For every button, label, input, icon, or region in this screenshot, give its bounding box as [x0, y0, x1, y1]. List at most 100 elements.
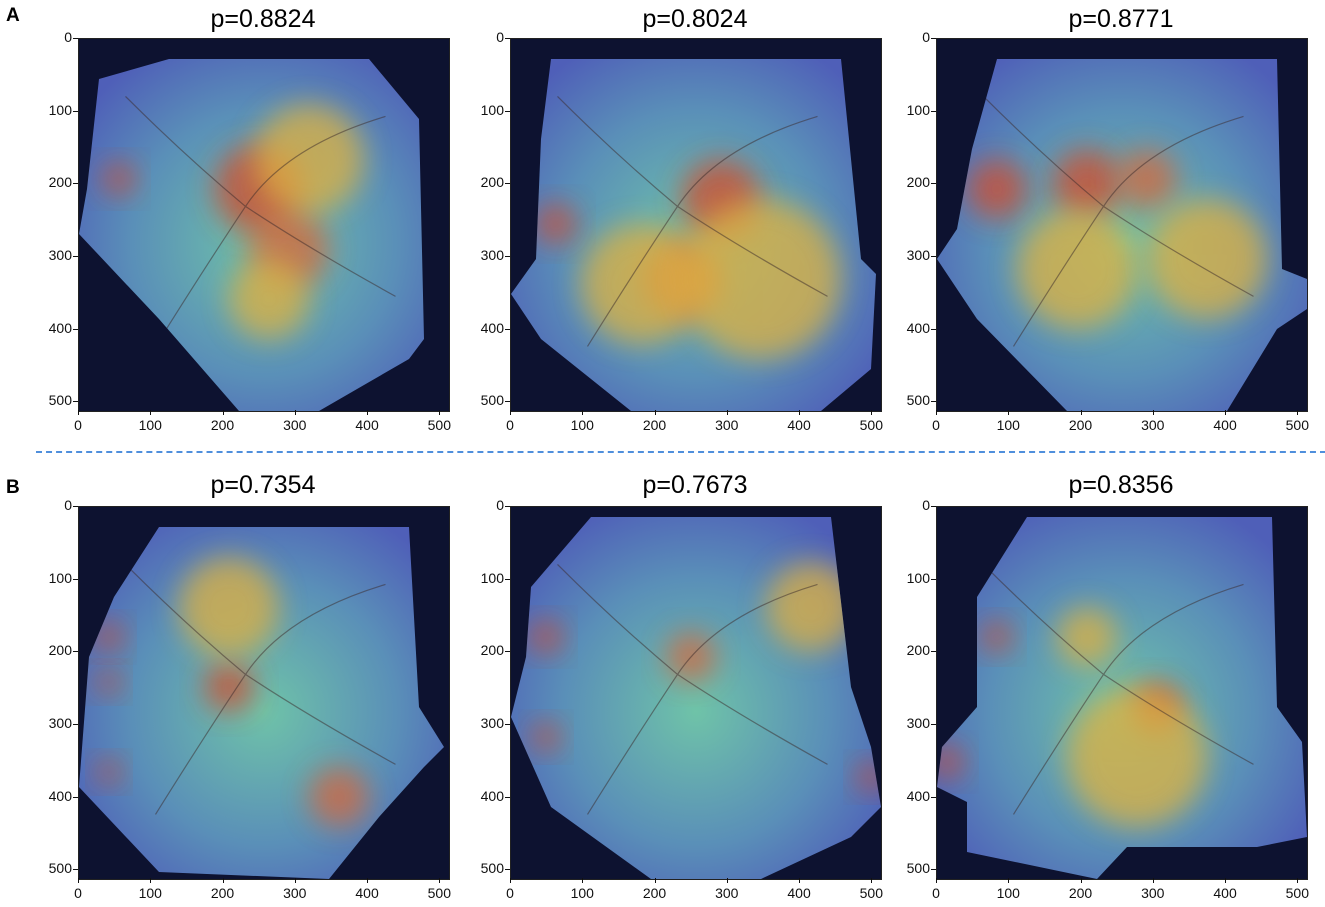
x-tick-mark	[582, 878, 584, 883]
fundus-svg	[937, 39, 1307, 411]
x-tick-label: 300	[715, 885, 739, 901]
y-tick-label: 500	[480, 392, 504, 409]
y-tick-label: 300	[480, 714, 504, 731]
y-tick-mark	[505, 651, 510, 653]
y-tick-label: 100	[48, 569, 72, 586]
x-tick-label: 400	[787, 885, 811, 901]
y-tick-mark	[931, 796, 936, 798]
y-tick-mark	[73, 869, 78, 871]
x-tick-mark	[222, 410, 224, 415]
x-tick-mark	[222, 878, 224, 883]
x-tick-label: 200	[1068, 885, 1093, 901]
y-tick-mark	[73, 255, 78, 257]
y-tick-label: 200	[480, 642, 504, 659]
y-tick-label: 400	[48, 319, 72, 336]
heat-spot	[204, 662, 254, 712]
x-tick-label: 100	[996, 417, 1020, 433]
x-tick-label: 300	[283, 417, 307, 433]
x-tick-mark	[78, 410, 79, 415]
fundus-heatmap-image	[78, 506, 450, 880]
x-tick-mark	[367, 410, 369, 415]
x-tick-mark	[294, 410, 296, 415]
panel-title: p=0.7354	[210, 471, 316, 499]
x-tick-label: 300	[283, 885, 307, 901]
fundus-svg	[79, 39, 449, 411]
x-tick-label: 0	[74, 885, 82, 901]
heat-spot	[95, 623, 123, 651]
x-tick-mark	[294, 878, 296, 883]
y-tick-mark	[73, 401, 78, 403]
x-tick-label: 400	[787, 417, 811, 433]
x-tick-mark	[936, 410, 937, 415]
y-tick-label: 300	[906, 714, 930, 731]
y-tick-mark	[505, 38, 510, 39]
heat-spot	[229, 259, 309, 339]
y-tick-label: 0	[64, 29, 72, 45]
fundus-heatmap-image	[936, 38, 1308, 412]
x-tick-mark	[1080, 410, 1082, 415]
y-tick-label: 0	[496, 497, 504, 513]
y-tick-mark	[505, 328, 510, 330]
y-tick-label: 200	[480, 174, 504, 191]
heat-spot	[982, 622, 1012, 652]
y-tick-label: 100	[48, 101, 72, 118]
x-tick-label: 100	[138, 885, 162, 901]
x-tick-label: 100	[996, 885, 1020, 901]
x-tick-mark	[1008, 410, 1010, 415]
y-tick-mark	[73, 651, 78, 653]
y-tick-mark	[505, 723, 510, 725]
heat-spot	[179, 557, 279, 657]
y-tick-mark	[73, 506, 78, 507]
x-tick-mark	[510, 410, 511, 415]
heat-spot	[1017, 209, 1137, 329]
x-tick-label: 400	[355, 885, 379, 901]
heat-spot	[681, 199, 841, 359]
x-tick-mark	[1008, 878, 1010, 883]
heat-spot	[97, 670, 121, 694]
y-tick-label: 200	[48, 642, 72, 659]
y-tick-mark	[931, 183, 936, 185]
y-tick-label: 200	[906, 174, 930, 191]
x-tick-mark	[1297, 410, 1299, 415]
x-tick-mark	[726, 878, 728, 883]
x-tick-label: 200	[210, 885, 235, 901]
y-tick-mark	[505, 401, 510, 403]
fundus-svg	[79, 507, 449, 879]
fundus-svg	[511, 39, 881, 411]
x-tick-label: 0	[932, 885, 940, 901]
fundus-svg	[511, 507, 881, 879]
y-tick-mark	[931, 401, 936, 403]
x-tick-mark	[78, 878, 79, 883]
x-tick-mark	[654, 878, 656, 883]
x-tick-label: 300	[1141, 417, 1165, 433]
heat-spot	[309, 767, 369, 827]
x-tick-label: 500	[427, 417, 451, 433]
x-tick-mark	[871, 410, 873, 415]
y-tick-mark	[931, 110, 936, 112]
heat-spot	[1052, 149, 1122, 219]
x-tick-label: 400	[1213, 417, 1237, 433]
y-tick-mark	[931, 869, 936, 871]
y-tick-label: 300	[48, 714, 72, 731]
x-tick-label: 0	[506, 417, 514, 433]
x-tick-mark	[439, 410, 441, 415]
y-tick-label: 500	[906, 392, 930, 409]
y-tick-mark	[73, 328, 78, 330]
x-tick-mark	[1152, 410, 1154, 415]
y-tick-label: 100	[906, 569, 930, 586]
y-tick-label: 100	[906, 101, 930, 118]
y-tick-mark	[505, 796, 510, 798]
x-tick-mark	[439, 878, 441, 883]
heat-spot	[1057, 607, 1117, 667]
y-tick-mark	[73, 578, 78, 580]
x-tick-label: 500	[427, 885, 451, 901]
y-tick-mark	[73, 183, 78, 185]
x-tick-label: 0	[932, 417, 940, 433]
x-tick-label: 200	[1068, 417, 1093, 433]
y-tick-mark	[505, 506, 510, 507]
x-tick-mark	[654, 410, 656, 415]
x-tick-mark	[367, 878, 369, 883]
x-tick-label: 500	[859, 885, 883, 901]
y-tick-label: 0	[64, 497, 72, 513]
y-tick-mark	[505, 255, 510, 257]
